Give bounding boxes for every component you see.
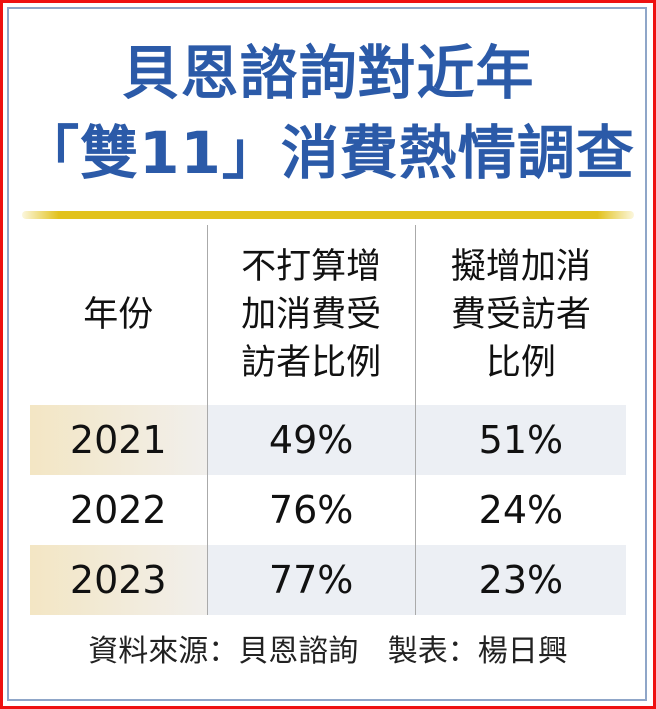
title-line-1: 貝恩諮詢對近年 bbox=[121, 39, 535, 107]
not-increase-cell: 77% bbox=[206, 545, 416, 615]
table-row: 2022 76% 24% bbox=[30, 475, 626, 545]
not-increase-cell: 76% bbox=[206, 475, 416, 545]
header-line: 訪者比例 bbox=[241, 343, 382, 383]
header-line: 年份 bbox=[83, 295, 154, 335]
header-not-increase: 不打算增 加消費受 訪者比例 bbox=[206, 225, 416, 405]
header-increase: 擬增加消 費受訪者 比例 bbox=[414, 225, 626, 405]
year-cell: 2023 bbox=[30, 545, 207, 615]
gold-divider bbox=[22, 211, 634, 219]
header-line: 擬增加消 bbox=[450, 247, 591, 287]
source-note: 資料來源：貝恩諮詢 bbox=[88, 634, 359, 669]
header-line: 加消費受 bbox=[241, 295, 382, 335]
header-line: 費受訪者 bbox=[450, 295, 591, 335]
table-row: 2023 77% 23% bbox=[30, 545, 626, 615]
credit-note: 製表：楊日興 bbox=[387, 634, 568, 669]
header-row: 年份 不打算增 加消費受 訪者比例 擬增加消 費受訪者 比例 bbox=[30, 225, 626, 405]
increase-cell: 23% bbox=[414, 545, 626, 615]
header-line: 不打算增 bbox=[241, 247, 382, 287]
year-cell: 2022 bbox=[69, 488, 167, 532]
title-line-2: 「雙11」消費熱情調查 bbox=[21, 119, 635, 187]
header-year: 年份 bbox=[30, 225, 207, 405]
header-line: 比例 bbox=[485, 343, 556, 383]
footer: 資料來源：貝恩諮詢 製表：楊日興 bbox=[0, 626, 656, 670]
increase-cell: 51% bbox=[414, 405, 626, 475]
table-row: 2021 49% 51% bbox=[30, 405, 626, 475]
year-cell: 2021 bbox=[30, 405, 207, 475]
not-increase-cell: 49% bbox=[206, 405, 416, 475]
survey-table: 年份 不打算增 加消費受 訪者比例 擬增加消 費受訪者 比例 2021 49% … bbox=[30, 225, 626, 615]
increase-cell: 24% bbox=[414, 475, 626, 545]
